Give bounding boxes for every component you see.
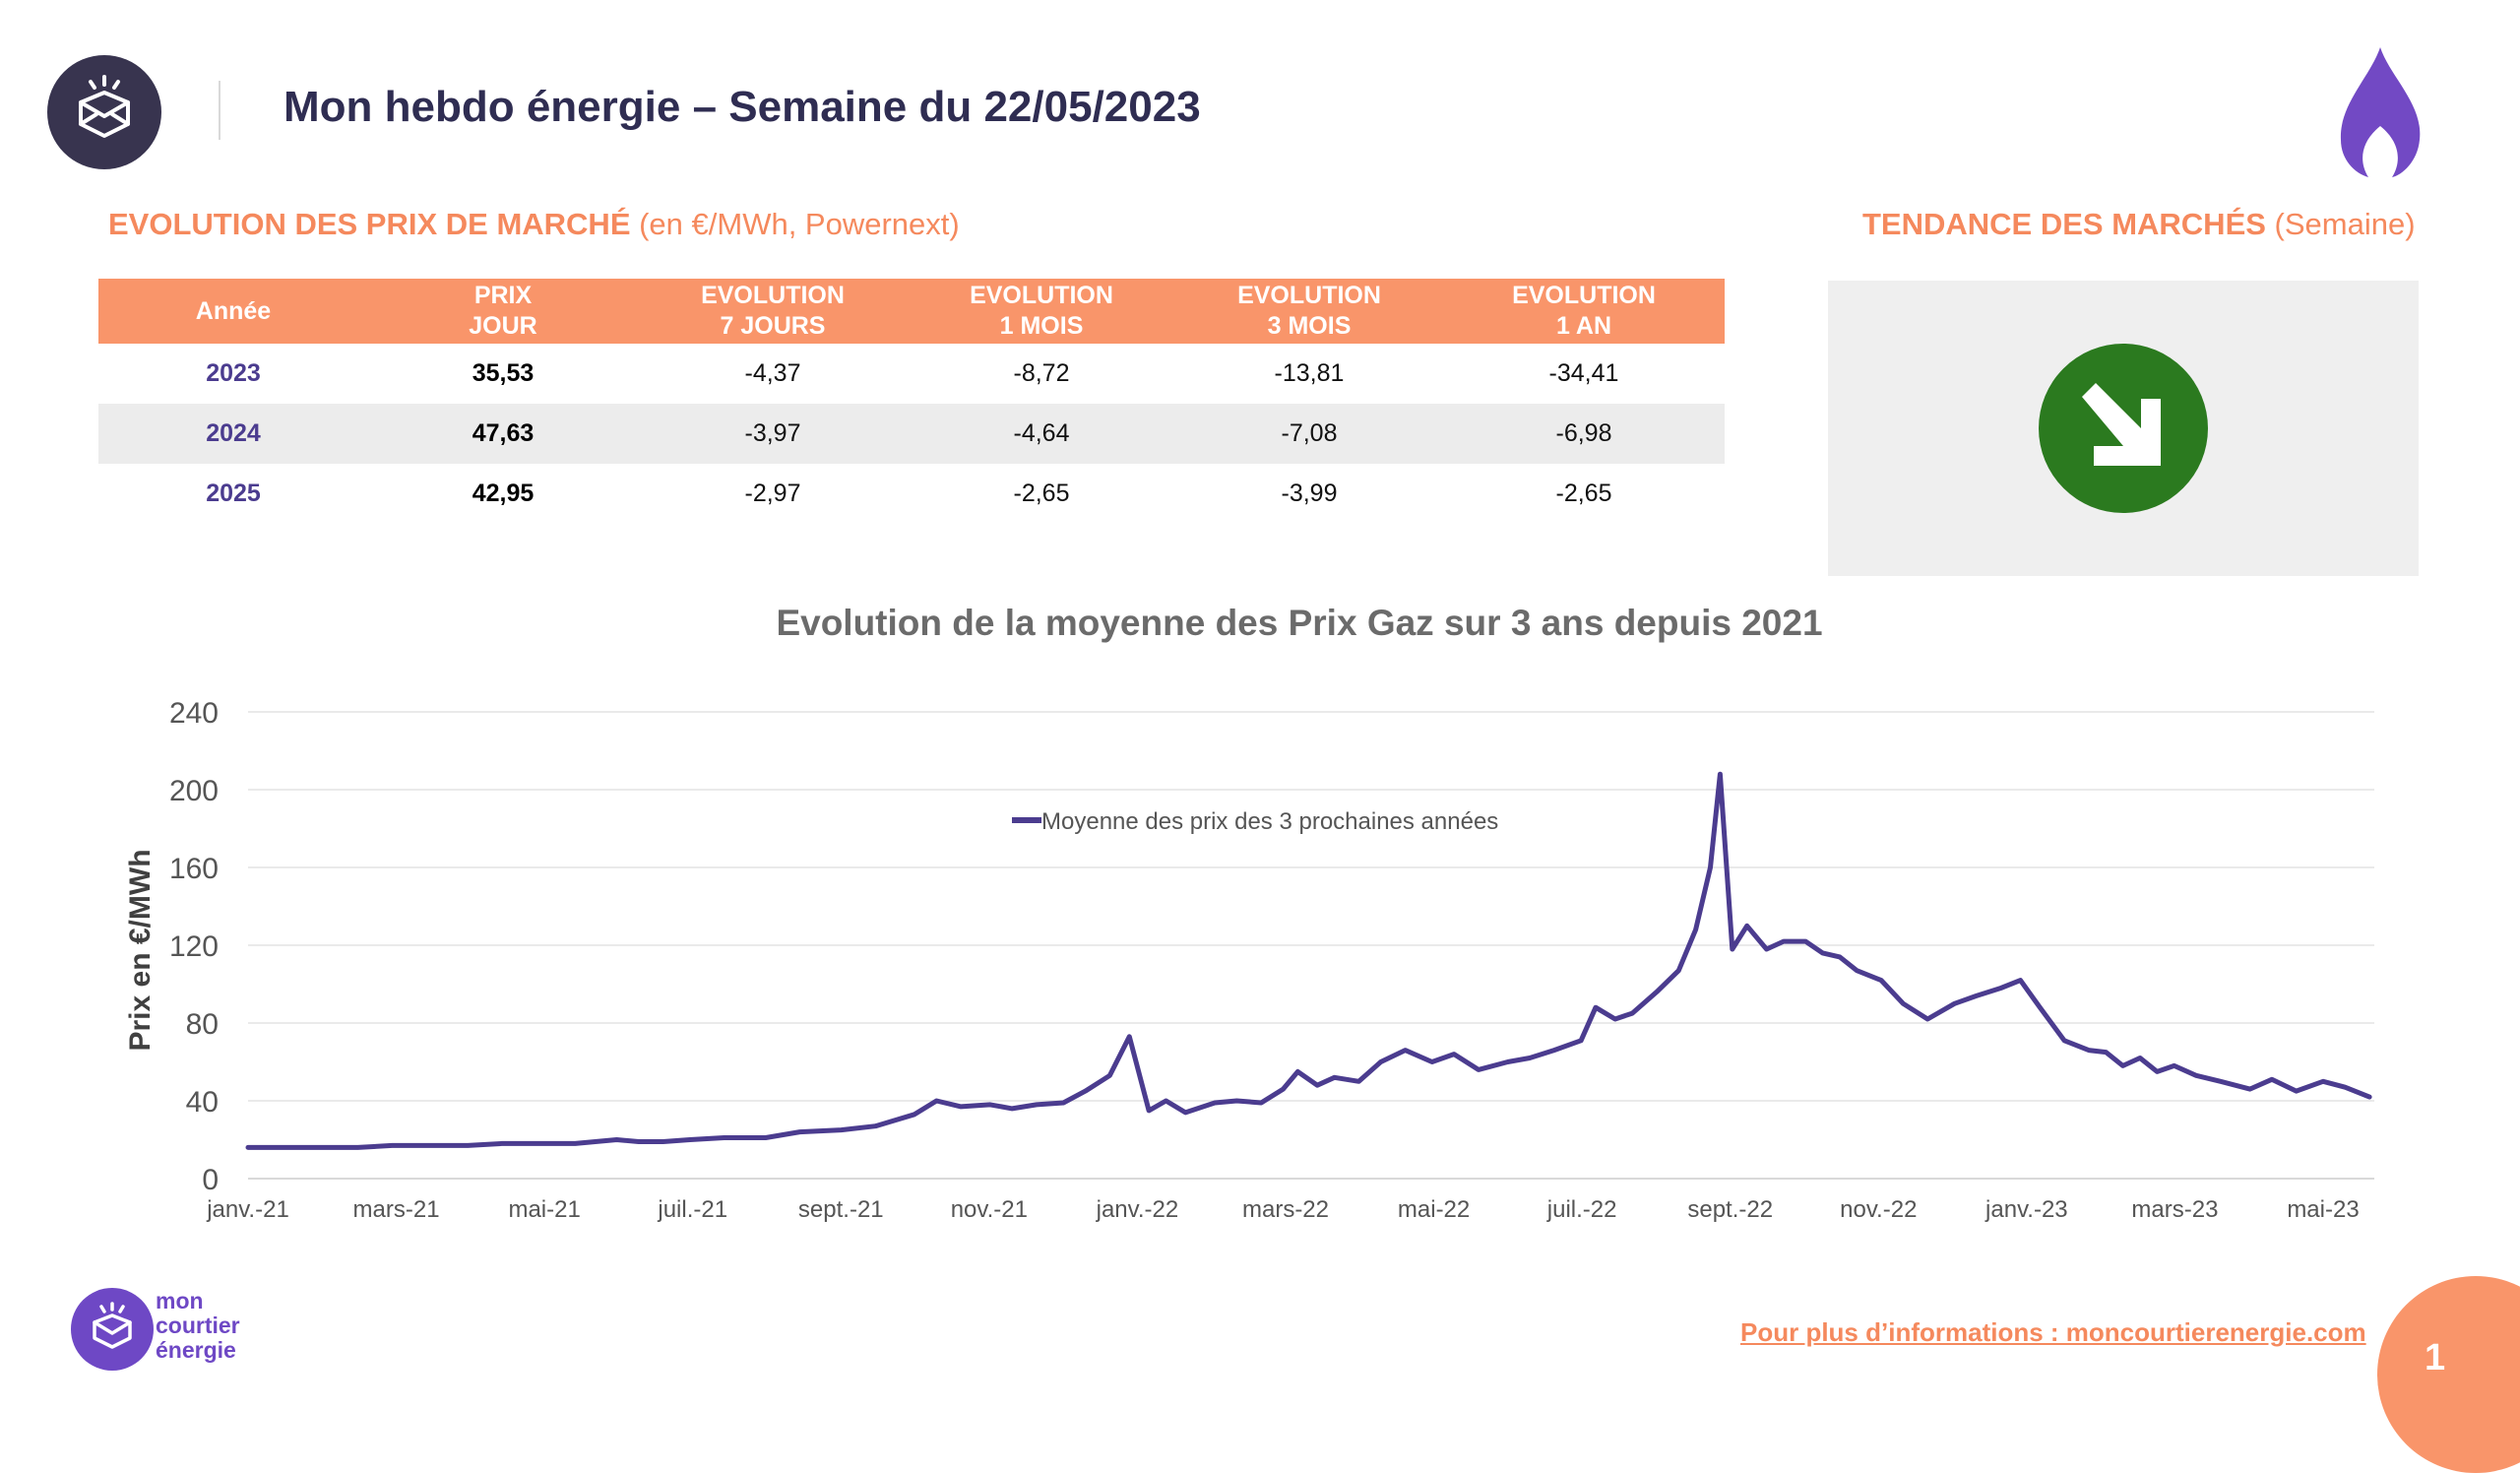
cell-prix-jour: 47,63	[368, 404, 638, 464]
y-axis-label: Prix en €/MWh	[124, 849, 157, 1051]
chart-gridlines	[248, 711, 2374, 1102]
market-trend-panel	[1828, 281, 2419, 576]
market-trend-title-light: (Semaine)	[2265, 207, 2416, 241]
x-tick-label: mai-23	[2287, 1196, 2359, 1223]
more-info-link[interactable]: Pour plus d’informations : moncourtieren…	[1740, 1317, 2366, 1347]
x-axis-ticks: janv.-21 mars-21 mai-21 juil.-21 sept.-21 nov…	[206, 1196, 2359, 1223]
market-trend-title-bold: TENDANCE DES MARCHÉS	[1862, 207, 2266, 241]
cell-evolution-7-jours: -2,97	[744, 480, 801, 507]
series-line	[245, 771, 2372, 1150]
x-tick-label: nov.-22	[1840, 1196, 1917, 1223]
page-title: Mon hebdo énergie – Semaine du 22/05/202…	[284, 83, 1201, 131]
page-corner-decoration	[2377, 1276, 2520, 1473]
cell-evolution-1-an: -34,41	[1548, 359, 1619, 387]
cell-prix-jour: 35,53	[472, 359, 535, 387]
cell-evolution-3-mois: -7,08	[1175, 404, 1443, 464]
x-tick-label: sept.-21	[798, 1196, 884, 1223]
x-tick-label: janv.-23	[1984, 1196, 2068, 1223]
market-prices-title: EVOLUTION DES PRIX DE MARCHÉ (en €/MWh, …	[108, 207, 960, 242]
brand-logo-icon	[47, 55, 161, 169]
x-tick-label: juil.-22	[1546, 1196, 1617, 1223]
x-tick-label: juil.-21	[657, 1196, 727, 1223]
footer-brand-line: courtier	[156, 1313, 240, 1338]
market-prices-title-bold: EVOLUTION DES PRIX DE MARCHÉ	[108, 207, 631, 241]
footer-brand-line: mon	[156, 1288, 204, 1313]
header-annee: Année	[98, 279, 368, 344]
cell-evolution-7-jours: -3,97	[638, 404, 908, 464]
y-tick-label: 0	[202, 1164, 219, 1196]
x-tick-label: mars-21	[353, 1196, 440, 1223]
cell-evolution-1-an: -6,98	[1443, 404, 1725, 464]
cell-evolution-1-an: -2,65	[1555, 480, 1612, 507]
cell-prix-jour: 42,95	[472, 480, 535, 507]
header-evolution-1-mois: EVOLUTION 1 MOIS	[908, 279, 1175, 344]
market-prices-table: Année PRIX JOUR EVOLUTION 7 JOURS EVOLUTIO…	[98, 279, 1725, 524]
down-right-arrow-icon	[2039, 344, 2208, 513]
y-tick-label: 240	[169, 697, 219, 730]
cell-evolution-3-mois: -3,99	[1281, 480, 1338, 507]
x-tick-label: nov.-21	[951, 1196, 1028, 1223]
header-evolution-3-mois: EVOLUTION 3 MOIS	[1175, 279, 1443, 344]
cell-evolution-3-mois: -13,81	[1274, 359, 1345, 387]
table-row: 2023 35,53 -4,37 -8,72 -13,81 -34,41	[98, 344, 1725, 404]
table-row: 2025 42,95 -2,97 -2,65 -3,99 -2,65	[98, 464, 1725, 524]
footer-brand-line: énergie	[156, 1337, 236, 1363]
y-tick-label: 40	[186, 1086, 219, 1119]
cell-evolution-1-mois: -8,72	[1013, 359, 1070, 387]
y-tick-label: 80	[186, 1008, 219, 1041]
x-tick-label: mars-23	[2131, 1196, 2218, 1223]
header-evolution-7-jours: EVOLUTION 7 JOURS	[638, 279, 908, 344]
chart-title: Evolution de la moyenne des Prix Gaz sur…	[776, 603, 1823, 643]
chart-series	[245, 771, 2372, 1150]
page-number: 1	[2425, 1337, 2446, 1378]
x-tick-label: sept.-22	[1687, 1196, 1773, 1223]
cell-year: 2025	[206, 480, 261, 507]
gas-flame-icon	[2340, 47, 2421, 177]
header-divider	[219, 81, 220, 140]
cell-year: 2023	[206, 359, 261, 387]
legend-label: Moyenne des prix des 3 prochaines années	[1041, 808, 1498, 835]
cell-evolution-7-jours: -4,37	[744, 359, 801, 387]
x-tick-label: mai-21	[508, 1196, 580, 1223]
footer-brand-name: mon courtier énergie	[156, 1289, 240, 1363]
header-prix-jour: PRIX JOUR	[368, 279, 638, 344]
cell-year: 2024	[98, 404, 368, 464]
x-tick-label: janv.-21	[206, 1196, 289, 1223]
x-tick-label: mai-22	[1398, 1196, 1470, 1223]
x-tick-label: mars-22	[1242, 1196, 1329, 1223]
y-tick-label: 160	[169, 853, 219, 885]
x-tick-label: janv.-22	[1096, 1196, 1179, 1223]
header-evolution-1-an: EVOLUTION 1 AN	[1443, 279, 1725, 344]
table-row: 2024 47,63 -3,97 -4,64 -7,08 -6,98	[98, 404, 1725, 464]
y-tick-label: 120	[169, 930, 219, 963]
market-trend-title: TENDANCE DES MARCHÉS (Semaine)	[1862, 207, 2416, 242]
market-prices-title-light: (en €/MWh, Powernext)	[630, 207, 960, 241]
table-header-row: Année PRIX JOUR EVOLUTION 7 JOURS EVOLUTIO…	[98, 279, 1725, 344]
chart-legend: Moyenne des prix des 3 prochaines années	[1012, 808, 1498, 835]
footer-brand-logo-icon	[71, 1288, 154, 1371]
cell-evolution-1-mois: -2,65	[1013, 480, 1070, 507]
y-axis-ticks: 0 40 80 120 160 200 240	[169, 697, 219, 1196]
cell-evolution-1-mois: -4,64	[908, 404, 1175, 464]
y-tick-label: 200	[169, 775, 219, 807]
